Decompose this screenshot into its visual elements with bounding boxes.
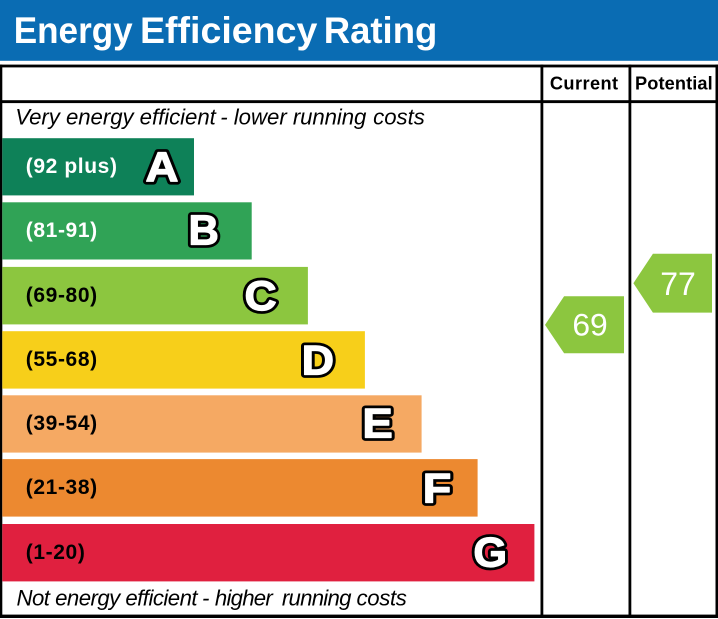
svg-text:A: A [146,143,179,190]
svg-text:running: running [282,585,352,610]
svg-text:A: A [146,143,179,190]
svg-text:Potential: Potential [635,74,713,94]
svg-text:(1-20): (1-20) [26,541,86,564]
svg-text:higher: higher [215,585,274,610]
svg-text:F: F [423,465,452,512]
svg-text:F: F [423,465,452,512]
svg-text:running: running [293,105,367,130]
svg-text:77: 77 [660,266,696,302]
svg-text:lower: lower [234,105,289,130]
svg-text:B: B [189,207,219,254]
svg-text:(92 plus): (92 plus) [26,155,118,178]
svg-text:-: - [220,105,227,130]
svg-text:(21-38): (21-38) [26,476,98,499]
svg-text:(39-54): (39-54) [26,412,98,435]
svg-text:Very energy efficient: Very energy efficient [15,105,216,130]
svg-text:G: G [473,528,507,575]
svg-text:C: C [245,272,277,319]
svg-text:Rating: Rating [324,10,438,51]
svg-text:D: D [302,337,334,384]
svg-text:costs: costs [357,585,407,610]
svg-text:(81-91): (81-91) [26,219,98,242]
svg-text:G: G [473,528,507,575]
svg-text:E: E [362,400,392,447]
svg-text:D: D [302,337,334,384]
svg-text:Current: Current [550,74,619,94]
svg-text:(55-68): (55-68) [26,348,98,371]
svg-text:costs: costs [373,105,425,130]
svg-text:C: C [245,272,277,319]
svg-text:(69-80): (69-80) [26,284,98,307]
svg-text:Not energy efficient: Not energy efficient [17,585,199,610]
svg-text:Efficiency: Efficiency [140,9,318,51]
svg-text:Energy: Energy [14,9,133,51]
svg-text:B: B [189,207,219,254]
svg-text:E: E [362,400,392,447]
svg-text:69: 69 [572,307,607,343]
svg-text:-: - [202,585,209,610]
